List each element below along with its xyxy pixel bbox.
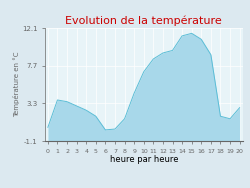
Y-axis label: Température en °C: Température en °C [13,52,20,117]
X-axis label: heure par heure: heure par heure [110,155,178,164]
Title: Evolution de la température: Evolution de la température [66,16,222,26]
